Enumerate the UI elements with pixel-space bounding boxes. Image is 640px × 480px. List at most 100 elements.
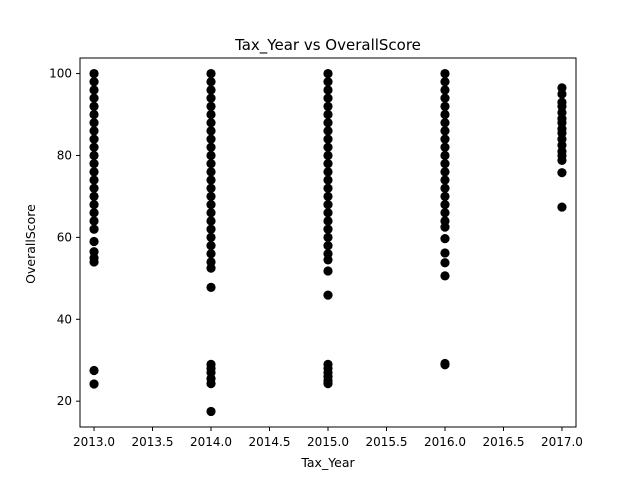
data-point <box>206 134 216 144</box>
data-point <box>323 167 333 177</box>
x-tick-label: 2015.5 <box>365 435 407 449</box>
data-point <box>440 175 450 185</box>
data-point <box>440 200 450 210</box>
data-point <box>206 282 216 292</box>
data-point <box>89 68 99 79</box>
data-point <box>440 109 450 120</box>
data-point <box>206 191 216 202</box>
data-point <box>89 191 99 202</box>
data-point <box>206 93 216 103</box>
data-point <box>89 93 99 103</box>
data-point <box>440 85 450 95</box>
x-tick-label: 2016.5 <box>482 435 524 449</box>
data-point <box>440 77 450 87</box>
data-point <box>440 183 450 193</box>
data-point <box>323 240 333 251</box>
data-point <box>323 68 333 79</box>
data-point <box>89 257 99 267</box>
y-axis-label: OverallScore <box>23 204 38 284</box>
data-point <box>440 118 450 128</box>
data-point <box>323 378 333 389</box>
data-point <box>557 89 567 99</box>
data-point <box>89 200 99 210</box>
data-point <box>323 208 333 218</box>
data-point <box>89 208 99 218</box>
data-point <box>440 258 450 268</box>
data-point <box>206 240 216 251</box>
data-point <box>440 134 450 144</box>
y-tick-label: 40 <box>57 312 72 326</box>
data-point <box>323 175 333 185</box>
data-point <box>89 150 99 161</box>
data-point <box>323 150 333 161</box>
data-point <box>206 249 216 259</box>
data-point <box>323 200 333 210</box>
x-axis: 2013.0 2013.5 2014.0 2014.5 2015.0 2015.5 2016… <box>73 427 583 449</box>
data-point <box>206 406 216 417</box>
data-point <box>557 202 567 212</box>
data-point <box>89 379 99 389</box>
data-point <box>323 183 333 193</box>
x-tick-label: 2017.0 <box>541 435 583 449</box>
x-axis-label: Tax_Year <box>300 455 355 470</box>
data-point <box>206 208 216 218</box>
data-point <box>323 232 333 242</box>
data-point <box>557 168 567 178</box>
data-point <box>440 208 450 218</box>
data-point <box>206 224 216 234</box>
data-point <box>323 191 333 202</box>
y-tick-label: 80 <box>57 148 72 162</box>
y-axis: 20 40 60 80 100 <box>49 67 80 408</box>
data-point <box>440 191 450 202</box>
x-tick-label: 2013.0 <box>73 435 115 449</box>
y-tick-label: 20 <box>57 394 72 408</box>
data-point <box>440 271 450 281</box>
data-point <box>206 109 216 120</box>
data-point <box>206 159 216 169</box>
data-point <box>323 266 333 276</box>
data-point <box>440 142 450 152</box>
x-tick-label: 2014.0 <box>190 435 232 449</box>
data-point <box>89 142 99 152</box>
data-points <box>89 68 567 417</box>
data-point <box>89 109 99 120</box>
y-tick-label: 100 <box>49 67 72 81</box>
data-point <box>206 216 216 226</box>
data-point <box>323 126 333 136</box>
data-point <box>206 200 216 210</box>
data-point <box>89 134 99 144</box>
data-point <box>323 85 333 95</box>
data-point <box>89 365 99 376</box>
data-point <box>323 159 333 169</box>
plot-frame <box>79 57 577 428</box>
data-point <box>440 248 450 258</box>
data-point <box>206 183 216 193</box>
data-point <box>323 101 333 111</box>
data-point <box>440 159 450 169</box>
data-point <box>89 216 99 226</box>
data-point <box>323 224 333 234</box>
data-point <box>89 167 99 177</box>
data-point <box>323 109 333 120</box>
data-point <box>440 360 450 370</box>
x-tick-label: 2016.0 <box>424 435 466 449</box>
data-point <box>89 126 99 136</box>
x-tick-label: 2015.0 <box>307 435 349 449</box>
data-point <box>89 183 99 193</box>
data-point <box>206 263 216 273</box>
data-point <box>440 167 450 177</box>
data-point <box>440 150 450 161</box>
data-point <box>440 68 450 79</box>
data-point <box>206 68 216 79</box>
data-point <box>323 134 333 144</box>
data-point <box>440 234 450 244</box>
data-point <box>323 93 333 103</box>
y-tick-label: 60 <box>57 230 72 244</box>
data-point <box>206 101 216 111</box>
data-point <box>206 118 216 128</box>
data-point <box>323 142 333 152</box>
data-point <box>323 290 333 300</box>
data-point <box>206 167 216 177</box>
data-point <box>323 216 333 226</box>
